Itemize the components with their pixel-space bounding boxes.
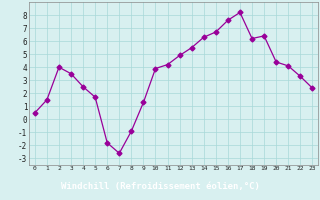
- Text: Windchill (Refroidissement éolien,°C): Windchill (Refroidissement éolien,°C): [60, 182, 260, 192]
